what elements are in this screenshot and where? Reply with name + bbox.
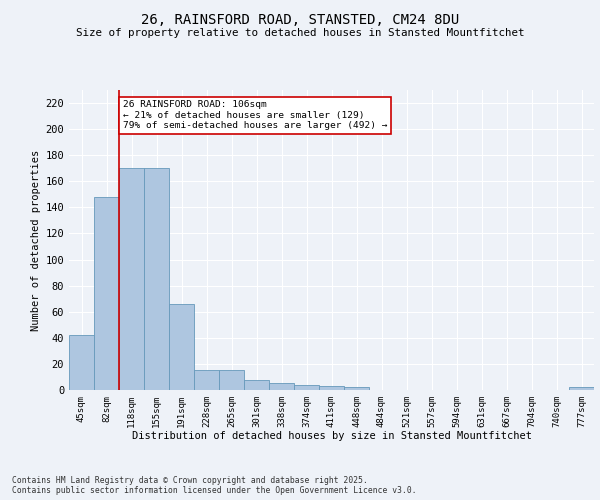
Text: 26, RAINSFORD ROAD, STANSTED, CM24 8DU: 26, RAINSFORD ROAD, STANSTED, CM24 8DU — [141, 12, 459, 26]
Bar — [169, 304, 194, 390]
Bar — [94, 197, 119, 390]
Bar — [219, 370, 244, 390]
Text: Size of property relative to detached houses in Stansted Mountfitchet: Size of property relative to detached ho… — [76, 28, 524, 38]
Text: 26 RAINSFORD ROAD: 106sqm
← 21% of detached houses are smaller (129)
79% of semi: 26 RAINSFORD ROAD: 106sqm ← 21% of detac… — [123, 100, 387, 130]
Bar — [344, 388, 369, 390]
Bar — [319, 386, 344, 390]
Bar — [194, 370, 219, 390]
Bar — [244, 380, 269, 390]
Bar — [569, 388, 594, 390]
Bar — [144, 168, 169, 390]
X-axis label: Distribution of detached houses by size in Stansted Mountfitchet: Distribution of detached houses by size … — [131, 432, 532, 442]
Bar — [294, 385, 319, 390]
Y-axis label: Number of detached properties: Number of detached properties — [31, 150, 41, 330]
Text: Contains HM Land Registry data © Crown copyright and database right 2025.
Contai: Contains HM Land Registry data © Crown c… — [12, 476, 416, 495]
Bar — [119, 168, 144, 390]
Bar — [69, 335, 94, 390]
Bar — [269, 384, 294, 390]
